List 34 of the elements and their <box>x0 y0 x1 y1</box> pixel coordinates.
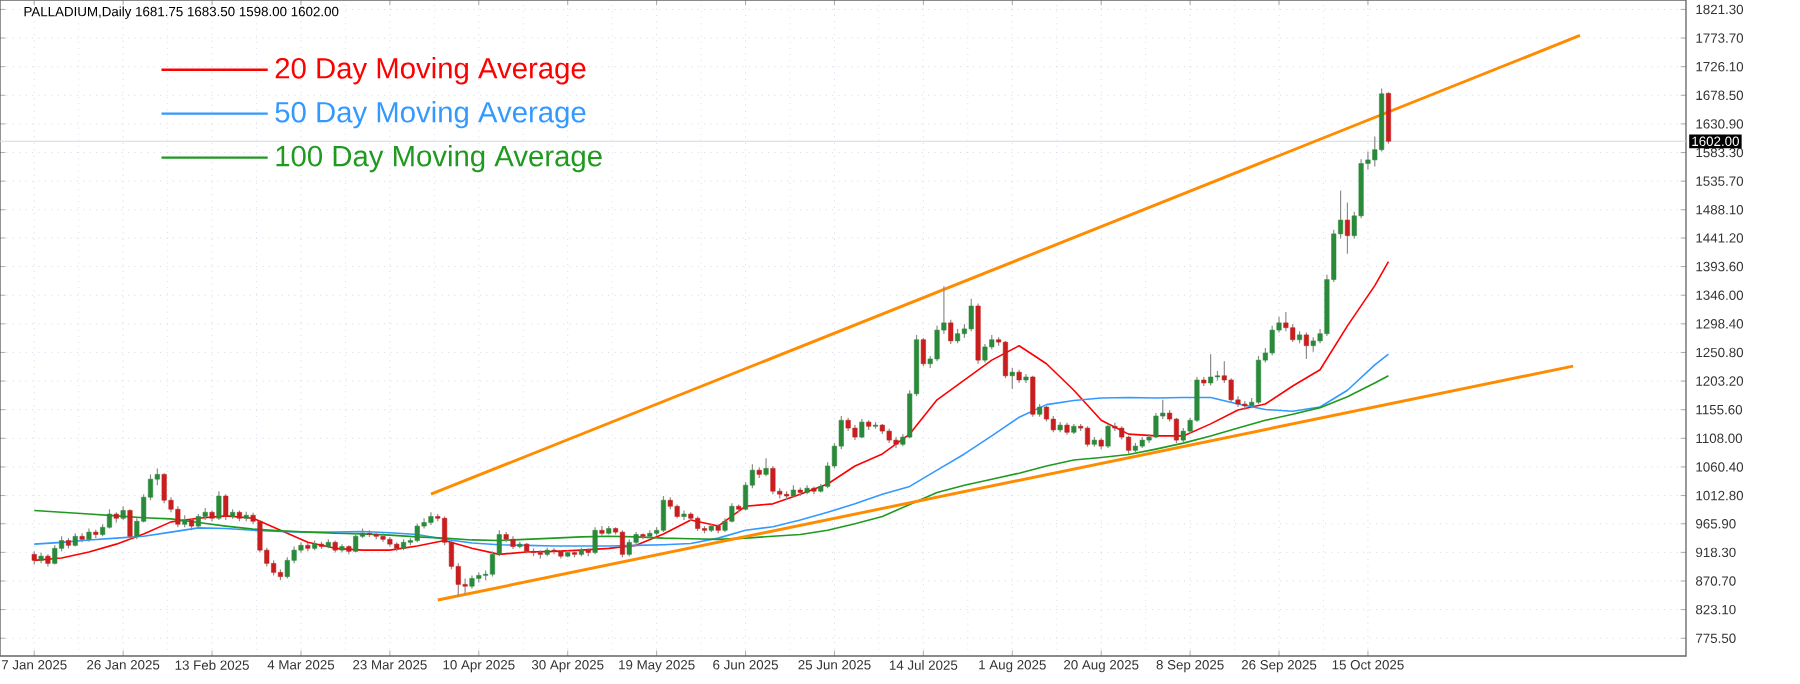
candlestick <box>1173 417 1179 444</box>
legend-label: 100 Day Moving Average <box>276 144 602 173</box>
candlestick <box>1269 325 1275 356</box>
candlestick <box>982 343 988 364</box>
candlestick <box>1344 202 1350 255</box>
candlestick <box>599 525 605 537</box>
candlestick <box>1105 423 1111 449</box>
candlestick <box>1084 425 1091 448</box>
candlestick <box>1030 375 1036 418</box>
candlestick <box>175 505 181 528</box>
candlestick <box>763 457 769 477</box>
candlestick <box>414 523 420 543</box>
candlestick <box>161 472 167 504</box>
candlestick <box>619 529 625 558</box>
candlestick <box>1385 91 1391 145</box>
candlestick <box>1255 355 1262 405</box>
candlestick <box>920 337 926 367</box>
candlestick <box>1009 367 1015 390</box>
candlestick <box>1303 331 1309 360</box>
candlestick <box>660 495 666 533</box>
candlestick <box>106 508 112 530</box>
candlestick <box>1002 340 1008 379</box>
candlestick <box>353 532 359 554</box>
candlestick <box>770 465 776 495</box>
candlestick <box>592 526 598 555</box>
candlestick <box>52 544 58 566</box>
candlestick <box>1208 353 1214 386</box>
legend-label: 50 Day Moving Average <box>275 101 586 129</box>
candlestick <box>223 493 229 521</box>
legend-label: 20 Day Moving Average <box>275 57 586 85</box>
candlestick <box>127 508 133 540</box>
candlestick <box>216 490 222 521</box>
candlestick <box>968 298 974 332</box>
candlestick <box>681 509 687 521</box>
